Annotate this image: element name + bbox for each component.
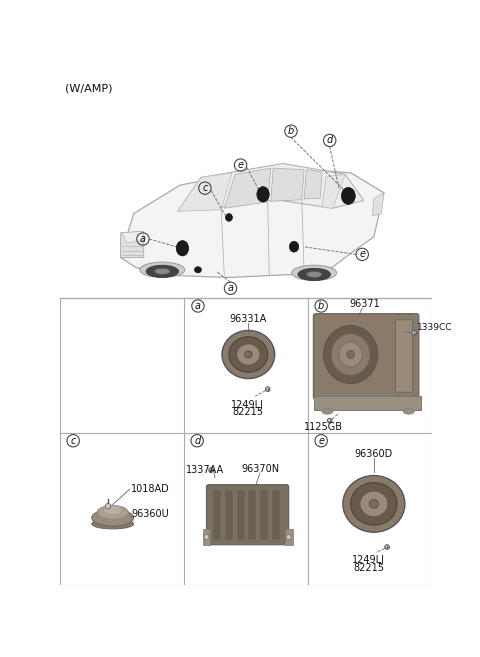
- Text: e: e: [238, 160, 243, 170]
- Ellipse shape: [155, 268, 170, 275]
- Ellipse shape: [237, 344, 260, 365]
- Circle shape: [286, 535, 291, 539]
- Ellipse shape: [343, 476, 405, 532]
- Text: 1337AA: 1337AA: [186, 465, 224, 475]
- Ellipse shape: [257, 187, 269, 202]
- Ellipse shape: [360, 491, 388, 516]
- Ellipse shape: [341, 187, 355, 204]
- Text: (W/AMP): (W/AMP): [65, 84, 112, 94]
- Text: 96371: 96371: [349, 300, 380, 309]
- Ellipse shape: [298, 268, 330, 281]
- Polygon shape: [224, 168, 271, 208]
- Bar: [237, 490, 244, 539]
- Polygon shape: [178, 164, 364, 212]
- Bar: [214, 490, 220, 539]
- Text: 96370N: 96370N: [241, 464, 279, 474]
- Ellipse shape: [229, 337, 268, 373]
- Ellipse shape: [350, 483, 397, 525]
- Ellipse shape: [140, 262, 185, 277]
- Polygon shape: [304, 170, 322, 199]
- Text: b: b: [318, 301, 324, 311]
- Ellipse shape: [92, 509, 133, 526]
- Text: 1249LJ: 1249LJ: [231, 399, 264, 409]
- Ellipse shape: [226, 214, 232, 221]
- Ellipse shape: [347, 350, 355, 359]
- Polygon shape: [122, 231, 144, 243]
- Ellipse shape: [97, 505, 128, 519]
- Ellipse shape: [306, 271, 322, 277]
- Polygon shape: [120, 231, 144, 258]
- Text: 1339CC: 1339CC: [417, 323, 452, 332]
- Text: c: c: [71, 436, 76, 445]
- Text: a: a: [228, 283, 233, 293]
- Ellipse shape: [369, 499, 379, 508]
- Circle shape: [105, 503, 111, 509]
- Ellipse shape: [331, 334, 370, 375]
- Circle shape: [412, 330, 417, 335]
- Text: e: e: [318, 436, 324, 445]
- FancyBboxPatch shape: [206, 485, 288, 545]
- Ellipse shape: [292, 265, 336, 281]
- Text: 96331A: 96331A: [230, 314, 267, 324]
- Text: 96360U: 96360U: [132, 509, 169, 519]
- Text: 1125GB: 1125GB: [304, 422, 343, 432]
- FancyBboxPatch shape: [313, 313, 419, 399]
- Bar: [272, 490, 278, 539]
- Text: 82215: 82215: [232, 407, 263, 417]
- Ellipse shape: [92, 519, 133, 529]
- Text: 1249LJ: 1249LJ: [352, 555, 385, 565]
- Ellipse shape: [322, 409, 333, 414]
- Ellipse shape: [289, 241, 299, 252]
- Bar: [314, 396, 421, 410]
- Ellipse shape: [339, 342, 362, 367]
- Bar: [203, 528, 210, 545]
- Text: a: a: [195, 301, 201, 311]
- Polygon shape: [271, 168, 304, 201]
- Text: d: d: [326, 135, 333, 145]
- Text: 82215: 82215: [353, 563, 384, 573]
- Ellipse shape: [324, 326, 378, 384]
- Bar: [260, 490, 267, 539]
- Ellipse shape: [146, 265, 179, 277]
- Text: d: d: [194, 436, 200, 445]
- Bar: [225, 490, 232, 539]
- Polygon shape: [120, 168, 384, 277]
- Polygon shape: [178, 173, 232, 212]
- Circle shape: [204, 535, 209, 539]
- Ellipse shape: [403, 409, 414, 414]
- Text: a: a: [140, 234, 146, 244]
- FancyBboxPatch shape: [396, 320, 413, 392]
- Circle shape: [327, 419, 332, 423]
- Text: 1018AD: 1018AD: [132, 484, 170, 494]
- Polygon shape: [322, 174, 345, 208]
- Polygon shape: [372, 193, 384, 216]
- Ellipse shape: [176, 240, 189, 256]
- Circle shape: [209, 468, 214, 472]
- Bar: [60, 298, 432, 585]
- Circle shape: [265, 387, 270, 392]
- Ellipse shape: [244, 351, 252, 358]
- Ellipse shape: [222, 330, 275, 378]
- Ellipse shape: [194, 267, 202, 273]
- Circle shape: [385, 545, 389, 549]
- Bar: [285, 528, 292, 545]
- Text: b: b: [288, 126, 294, 136]
- Text: c: c: [202, 183, 208, 193]
- Bar: [248, 490, 255, 539]
- Ellipse shape: [103, 505, 122, 514]
- Text: 96360D: 96360D: [355, 449, 393, 459]
- Text: e: e: [359, 250, 365, 260]
